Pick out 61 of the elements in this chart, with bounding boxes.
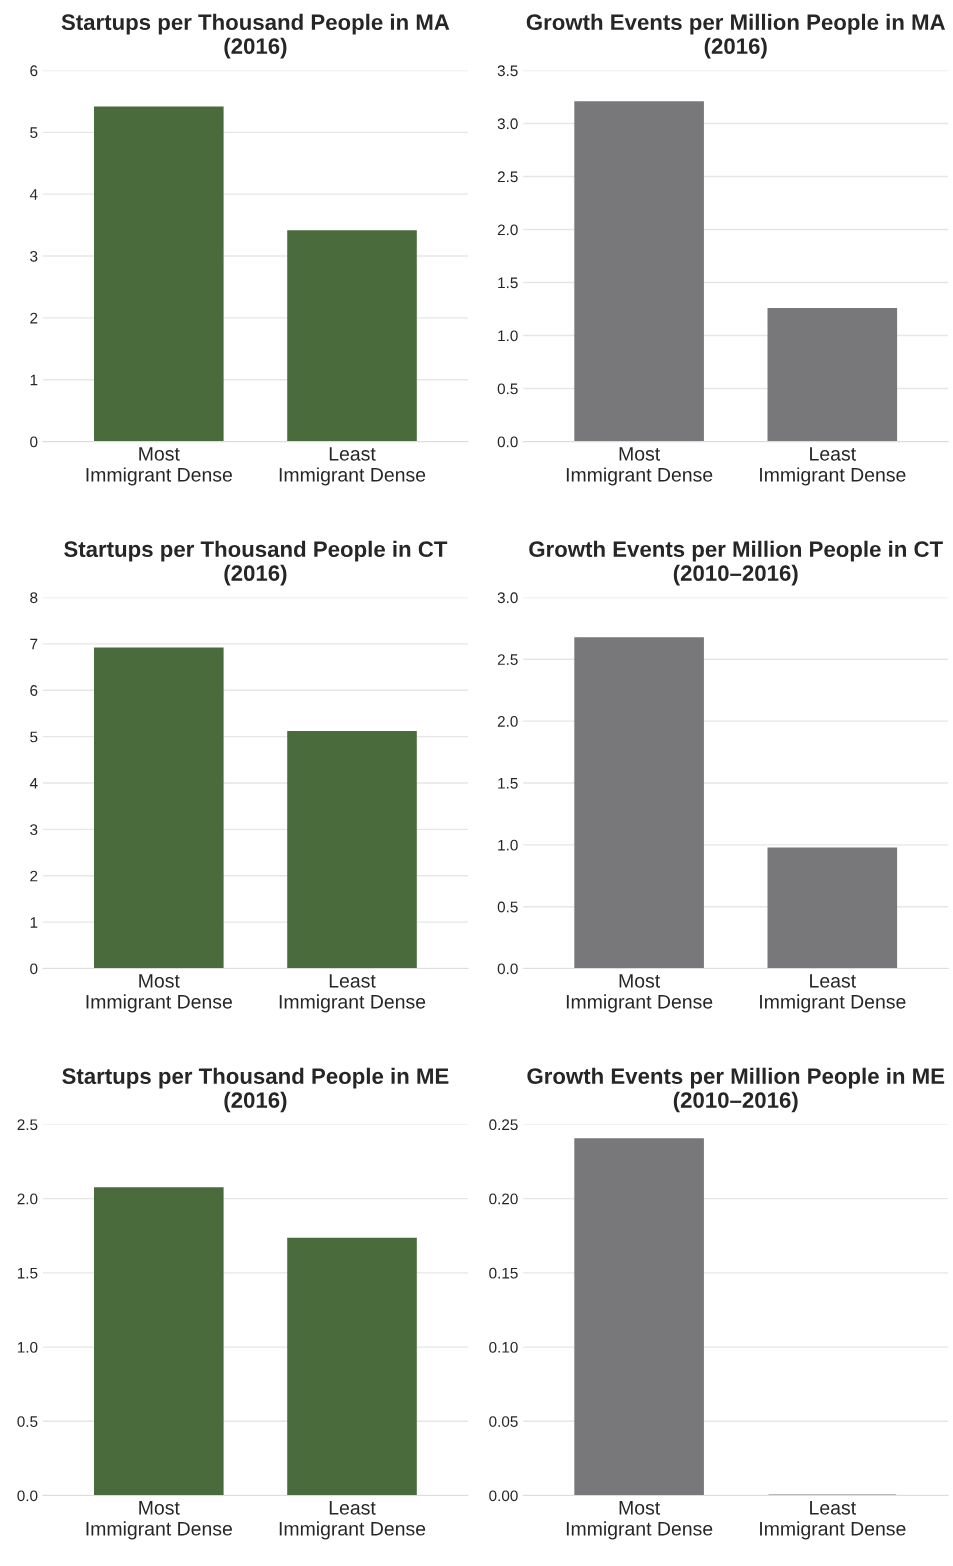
y-tick-label: 6 [30,685,38,696]
y-tick-label: 2.0 [497,716,518,727]
chart-title: Growth Events per Million People in ME (2010–2016) [527,1067,945,1113]
y-tick-label: 0.0 [17,1490,38,1502]
x-tick-label: Most Immigrant Dense [566,1501,713,1540]
y-tick-label: 4 [29,189,38,200]
chart-title: Growth Events per Million People in CT (2010–2016) [529,540,943,586]
y-tick-label: 1 [30,917,38,928]
chart-title: Startups per Thousand People in MA (2016) [61,13,450,59]
y-tick-label: 4 [29,778,38,789]
y-tick-label: 1.5 [498,778,518,789]
x-tick-label: Most Immigrant Dense [86,1501,232,1540]
x-tick-label: Least Immigrant Dense [279,1501,426,1540]
y-tick-label: 6 [30,65,38,77]
y-tick-label: 0.20 [489,1193,518,1205]
y-tick-label: 0.0 [497,963,518,975]
y-tick-label: 0.5 [497,383,518,395]
y-tick-label: 0.25 [489,1119,518,1131]
y-tick-label: 2.0 [497,224,518,236]
y-tick-label: 0 [30,436,38,448]
y-tick-label: 1.5 [498,277,518,289]
chart-title: Growth Events per Million People in MA (2016) [526,13,946,59]
y-tick-label: 1.0 [498,330,518,342]
y-tick-label: 2.5 [497,654,518,665]
chart-title: Startups per Thousand People in CT (2016) [64,540,448,586]
y-tick-label: 2.5 [17,1119,38,1131]
x-tick-label: Least Immigrant Dense [760,447,906,486]
x-tick-label: Most Immigrant Dense [86,447,232,486]
y-tick-label: 1.5 [17,1267,38,1279]
y-tick-label: 2.5 [497,171,518,183]
y-tick-label: 0 [30,963,38,975]
y-tick-label: 3.0 [497,118,518,130]
y-tick-label: 2 [30,870,38,882]
y-tick-label: 3.5 [497,65,518,77]
y-tick-label: 0.05 [489,1416,518,1427]
x-tick-label: Most Immigrant Dense [566,447,713,486]
x-tick-label: Most Immigrant Dense [566,974,713,1013]
y-tick-label: 0.10 [489,1341,518,1353]
y-tick-label: 0.5 [17,1416,38,1427]
x-tick-label: Least Immigrant Dense [760,974,906,1013]
y-tick-label: 5 [30,127,38,139]
y-tick-label: 7 [30,638,38,650]
y-tick-label: 1.0 [17,1341,38,1353]
y-tick-label: 2 [30,312,38,324]
y-tick-label: 1.0 [498,839,518,851]
y-tick-label: 1 [30,374,38,386]
y-tick-label: 2.0 [17,1193,38,1205]
y-tick-label: 0.00 [489,1490,518,1502]
y-tick-label: 3 [30,250,38,262]
y-tick-label: 0.15 [489,1267,518,1279]
chart-title: Startups per Thousand People in ME (2016) [62,1067,449,1113]
y-tick-label: 5 [30,731,38,743]
y-tick-label: 3 [30,824,38,836]
y-tick-label: 8 [30,592,38,604]
x-tick-label: Least Immigrant Dense [279,974,426,1013]
x-tick-label: Least Immigrant Dense [760,1501,906,1540]
y-tick-label: 0.5 [497,901,518,913]
y-tick-label: 3.0 [497,592,518,604]
x-tick-label: Most Immigrant Dense [86,974,232,1013]
x-tick-label: Least Immigrant Dense [279,447,426,486]
y-tick-label: 0.0 [497,436,518,448]
